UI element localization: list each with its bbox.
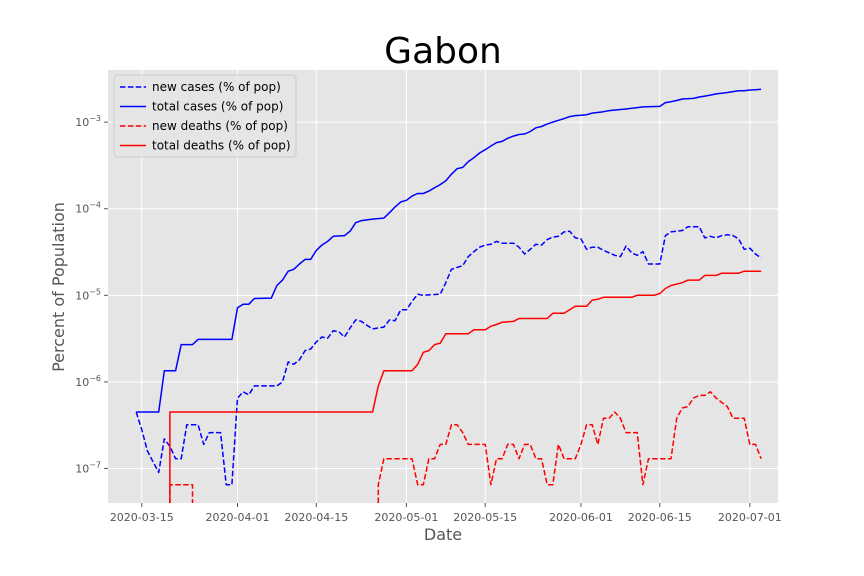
y-tick-exponent: −3 — [89, 114, 101, 123]
y-tick-base: 10 — [75, 203, 89, 216]
legend-label: new cases (% of pop) — [152, 80, 281, 94]
y-tick-label: 10−7 — [75, 461, 101, 476]
legend-box — [113, 74, 297, 158]
x-tick-label: 2020-06-15 — [628, 511, 692, 524]
x-tick-label: 2020-07-01 — [718, 511, 782, 524]
y-tick-label: 10−5 — [75, 287, 101, 302]
series-line-3 — [169, 270, 762, 503]
legend-label: total deaths (% of pop) — [152, 139, 291, 153]
y-tick-label: 10−6 — [75, 374, 101, 389]
legend-label: new deaths (% of pop) — [152, 119, 288, 133]
legend-label: total cases (% of pop) — [152, 100, 283, 114]
grid-lines — [108, 70, 778, 503]
legend: new cases (% of pop) total cases (% of po… — [113, 74, 297, 158]
y-tick-exponent: −5 — [89, 287, 101, 296]
chart-title: Gabon — [384, 31, 502, 72]
y-tick-base: 10 — [75, 289, 89, 302]
x-tick-label: 2020-05-15 — [453, 511, 517, 524]
y-tick-base: 10 — [75, 376, 89, 389]
y-tick-label: 10−3 — [75, 114, 101, 129]
x-axis-label: Date — [424, 525, 462, 544]
y-axis-ticks: 10−710−610−510−410−3 — [75, 114, 108, 476]
series-lines — [135, 88, 762, 503]
y-tick-exponent: −4 — [89, 201, 101, 210]
y-tick-label: 10−4 — [75, 201, 101, 216]
series-line-0 — [135, 225, 762, 486]
y-tick-exponent: −6 — [89, 374, 101, 383]
x-tick-label: 2020-04-01 — [206, 511, 270, 524]
x-tick-label: 2020-04-15 — [284, 511, 348, 524]
x-tick-label: 2020-05-01 — [374, 511, 438, 524]
series-line-1 — [136, 88, 762, 413]
x-tick-label: 2020-03-15 — [110, 511, 174, 524]
y-tick-exponent: −7 — [89, 461, 101, 470]
y-tick-base: 10 — [75, 463, 89, 476]
x-tick-label: 2020-06-01 — [549, 511, 613, 524]
y-axis-label: Percent of Population — [49, 202, 68, 372]
x-axis-ticks: 2020-03-15 2020-04-01 2020-04-15 2020-05-01… — [110, 503, 782, 524]
y-tick-base: 10 — [75, 116, 89, 129]
